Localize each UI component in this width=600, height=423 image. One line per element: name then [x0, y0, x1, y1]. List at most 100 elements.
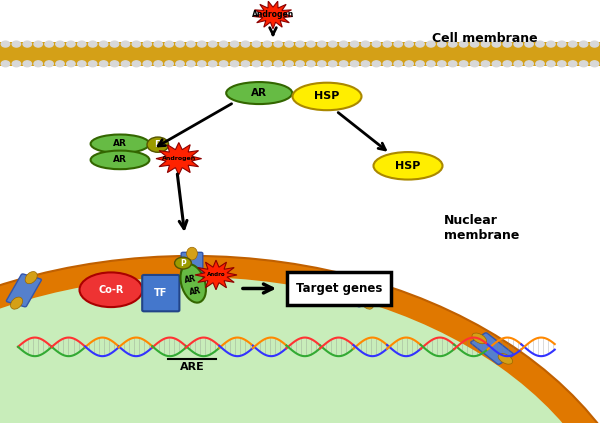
Ellipse shape — [181, 264, 206, 302]
Circle shape — [67, 61, 75, 67]
Circle shape — [525, 41, 533, 47]
Circle shape — [100, 41, 108, 47]
Circle shape — [23, 61, 31, 67]
Circle shape — [121, 41, 130, 47]
Circle shape — [372, 41, 380, 47]
Circle shape — [427, 41, 435, 47]
Circle shape — [274, 61, 283, 67]
Circle shape — [132, 41, 140, 47]
Circle shape — [361, 41, 370, 47]
Circle shape — [350, 41, 359, 47]
Text: AR: AR — [189, 286, 202, 297]
Circle shape — [176, 61, 184, 67]
Circle shape — [590, 61, 599, 67]
Circle shape — [252, 61, 260, 67]
Circle shape — [394, 61, 403, 67]
FancyBboxPatch shape — [287, 272, 391, 305]
Circle shape — [252, 41, 260, 47]
FancyBboxPatch shape — [470, 333, 514, 364]
Ellipse shape — [91, 151, 149, 169]
Text: AR: AR — [184, 274, 197, 285]
FancyBboxPatch shape — [181, 252, 203, 283]
Text: ARE: ARE — [179, 362, 205, 372]
Ellipse shape — [347, 272, 359, 284]
Circle shape — [154, 41, 163, 47]
Circle shape — [470, 41, 479, 47]
Circle shape — [110, 61, 119, 67]
Circle shape — [317, 41, 326, 47]
Circle shape — [56, 61, 64, 67]
Circle shape — [209, 41, 217, 47]
Ellipse shape — [0, 256, 600, 423]
Text: HSP: HSP — [314, 91, 340, 102]
Circle shape — [132, 61, 140, 67]
Ellipse shape — [187, 275, 197, 288]
Circle shape — [557, 41, 566, 47]
Text: P: P — [154, 140, 161, 149]
Circle shape — [23, 41, 31, 47]
Circle shape — [372, 61, 380, 67]
Circle shape — [580, 61, 588, 67]
Circle shape — [12, 61, 20, 67]
Circle shape — [1, 41, 10, 47]
Circle shape — [449, 41, 457, 47]
Circle shape — [427, 61, 435, 67]
Text: AR: AR — [113, 155, 127, 165]
Circle shape — [220, 41, 228, 47]
Bar — [0, 42, 600, 66]
Circle shape — [317, 61, 326, 67]
Circle shape — [230, 61, 239, 67]
Ellipse shape — [472, 333, 487, 344]
Circle shape — [89, 41, 97, 47]
Text: AR: AR — [251, 88, 267, 98]
Circle shape — [437, 41, 446, 47]
Circle shape — [405, 61, 413, 67]
Circle shape — [176, 41, 184, 47]
Circle shape — [154, 61, 163, 67]
Circle shape — [383, 61, 391, 67]
Circle shape — [263, 41, 271, 47]
Ellipse shape — [79, 272, 143, 307]
Polygon shape — [195, 260, 237, 290]
Circle shape — [492, 41, 500, 47]
Circle shape — [492, 61, 500, 67]
Bar — [0, 0, 600, 42]
Circle shape — [394, 41, 403, 47]
Circle shape — [514, 41, 523, 47]
Circle shape — [590, 41, 599, 47]
Circle shape — [34, 61, 43, 67]
Circle shape — [361, 61, 370, 67]
Circle shape — [100, 61, 108, 67]
Ellipse shape — [187, 247, 197, 260]
Circle shape — [547, 61, 555, 67]
Circle shape — [460, 41, 468, 47]
Circle shape — [274, 41, 283, 47]
Circle shape — [77, 61, 86, 67]
Circle shape — [296, 61, 304, 67]
Circle shape — [143, 61, 151, 67]
FancyBboxPatch shape — [142, 275, 179, 311]
Circle shape — [187, 61, 195, 67]
Circle shape — [340, 41, 348, 47]
Circle shape — [470, 61, 479, 67]
Circle shape — [557, 61, 566, 67]
Ellipse shape — [0, 277, 600, 423]
Circle shape — [230, 41, 239, 47]
Circle shape — [77, 41, 86, 47]
Circle shape — [383, 41, 391, 47]
Text: HSP: HSP — [395, 161, 421, 171]
Circle shape — [350, 61, 359, 67]
FancyBboxPatch shape — [343, 274, 377, 307]
Circle shape — [536, 41, 544, 47]
Circle shape — [296, 41, 304, 47]
Circle shape — [197, 61, 206, 67]
Circle shape — [525, 61, 533, 67]
Circle shape — [12, 41, 20, 47]
Circle shape — [437, 61, 446, 67]
FancyBboxPatch shape — [7, 274, 41, 307]
Circle shape — [329, 41, 337, 47]
Circle shape — [514, 61, 523, 67]
Text: Cell membrane: Cell membrane — [432, 32, 538, 44]
Circle shape — [307, 41, 315, 47]
Circle shape — [263, 61, 271, 67]
